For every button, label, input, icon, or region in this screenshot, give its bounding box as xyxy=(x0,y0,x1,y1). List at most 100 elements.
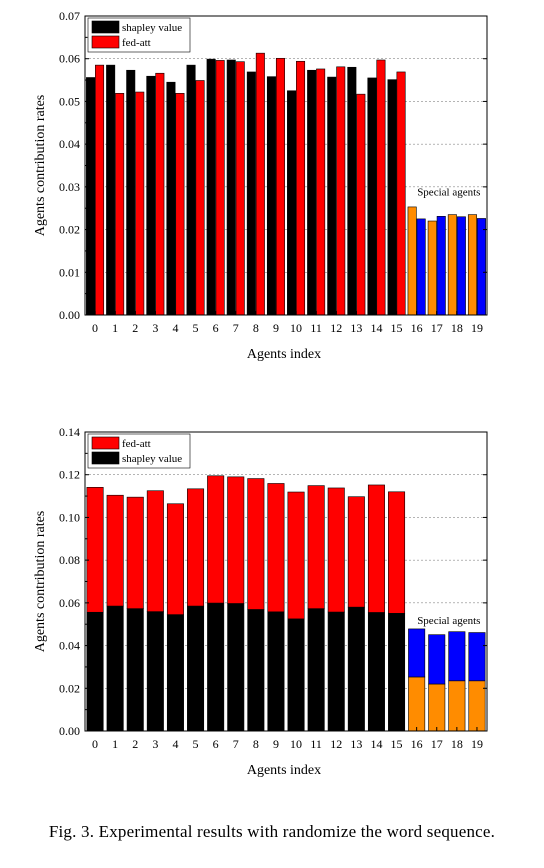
bottom-chart: 0.000.020.040.060.080.100.120.140 1 2 3 4 5 6 7… xyxy=(33,425,488,778)
bottom-bar-shapley xyxy=(86,611,104,732)
top-xtick-label: 0 xyxy=(92,321,98,335)
top-x-axis-title: Agents index xyxy=(247,347,321,362)
bottom-xtick-label: 16 xyxy=(411,737,423,751)
top-xtick-label: 12 xyxy=(330,321,342,335)
bottom-bar-shapley xyxy=(428,683,446,732)
bottom-bar-fed-att xyxy=(408,628,426,678)
top-bar-fed-att xyxy=(356,93,366,316)
top-bar-fed-att xyxy=(275,57,285,316)
top-ytick-label: 0.01 xyxy=(59,265,80,279)
top-bar-shapley xyxy=(467,214,477,316)
top-ytick-label: 0.03 xyxy=(59,180,80,194)
top-bar-shapley xyxy=(166,81,176,316)
bottom-legend-swatch xyxy=(91,451,120,465)
top-bar-shapley xyxy=(186,64,196,316)
bottom-bar-fed-att xyxy=(327,487,345,613)
bottom-xtick-label: 12 xyxy=(330,737,342,751)
bottom-ytick-label: 0.10 xyxy=(59,510,80,524)
top-bar-shapley xyxy=(447,214,457,316)
bottom-special-agents-annotation: Special agents xyxy=(417,615,480,627)
bottom-bar-fed-att xyxy=(146,490,164,612)
top-xtick-label: 17 xyxy=(431,321,443,335)
bottom-bar-shapley xyxy=(287,618,305,732)
bottom-xtick-label: 19 xyxy=(471,737,483,751)
top-legend-label: shapley value xyxy=(122,22,182,34)
top-chart: 0.000.010.020.030.040.050.060.070 1 2 3 4 5 6 7… xyxy=(33,9,488,362)
bottom-bar-shapley xyxy=(227,603,245,732)
bottom-xtick-label: 3 xyxy=(152,737,158,751)
bottom-bar-shapley xyxy=(347,606,365,732)
top-bar-fed-att xyxy=(195,80,205,316)
bottom-ytick-label: 0.00 xyxy=(59,724,80,738)
top-bar-shapley xyxy=(287,90,297,316)
top-bar-fed-att xyxy=(416,218,426,316)
bottom-xtick-label: 9 xyxy=(273,737,279,751)
top-special-agents-annotation: Special agents xyxy=(417,186,480,198)
top-bar-shapley xyxy=(226,59,236,316)
bottom-legend-label: fed-att xyxy=(122,438,151,450)
bottom-bar-fed-att xyxy=(367,484,385,613)
bottom-xtick-label: 11 xyxy=(310,737,322,751)
top-legend-swatch xyxy=(91,20,120,34)
top-xtick-label: 5 xyxy=(193,321,199,335)
bottom-bar-fed-att xyxy=(207,475,225,604)
bottom-y-axis-title: Agents contribution rates xyxy=(33,511,48,653)
bottom-bar-shapley xyxy=(327,611,345,732)
bottom-xtick-label: 14 xyxy=(370,737,382,751)
top-plot-frame xyxy=(84,15,488,316)
bottom-bar-shapley xyxy=(448,680,466,732)
top-bar-shapley xyxy=(246,71,256,316)
bottom-bar-fed-att xyxy=(106,494,124,607)
top-bar-shapley xyxy=(427,220,437,316)
top-bar-shapley xyxy=(86,77,96,316)
bottom-ytick-label: 0.12 xyxy=(59,468,80,482)
top-bar-fed-att xyxy=(396,71,406,316)
bottom-bar-fed-att xyxy=(86,487,104,613)
top-bar-fed-att xyxy=(175,93,185,316)
bottom-bar-fed-att xyxy=(307,485,325,609)
bottom-xtick-label: 8 xyxy=(253,737,259,751)
bottom-xtick-label: 18 xyxy=(451,737,463,751)
bottom-bar-fed-att xyxy=(227,476,245,604)
bottom-bar-shapley xyxy=(166,614,184,732)
bottom-bar-shapley xyxy=(367,612,385,732)
top-ytick-label: 0.00 xyxy=(59,308,80,322)
bottom-bar-fed-att xyxy=(287,491,305,620)
bottom-xtick-label: 6 xyxy=(213,737,219,751)
bottom-bar-fed-att xyxy=(166,503,184,615)
bottom-ytick-label: 0.06 xyxy=(59,596,80,610)
bottom-legend-label: shapley value xyxy=(122,453,182,465)
top-bar-shapley xyxy=(146,75,156,316)
top-xtick-label: 18 xyxy=(451,321,463,335)
bottom-bar-fed-att xyxy=(347,496,365,608)
top-xtick-label: 10 xyxy=(290,321,302,335)
bottom-bar-fed-att xyxy=(247,478,265,610)
bottom-bar-shapley xyxy=(187,605,205,732)
top-bar-shapley xyxy=(106,64,116,316)
bottom-bar-fed-att xyxy=(388,491,406,614)
top-xtick-label: 8 xyxy=(253,321,259,335)
bottom-bar-fed-att xyxy=(187,488,205,607)
bottom-ytick-label: 0.02 xyxy=(59,681,80,695)
top-bar-fed-att xyxy=(215,60,225,316)
bottom-xtick-label: 10 xyxy=(290,737,302,751)
top-bar-fed-att xyxy=(336,66,346,316)
bottom-bar-shapley xyxy=(468,680,486,732)
top-bar-shapley xyxy=(407,206,417,316)
bottom-x-axis-title: Agents index xyxy=(247,763,321,778)
bottom-bar-fed-att xyxy=(468,632,486,682)
bottom-bar-shapley xyxy=(146,611,164,732)
bottom-xtick-label: 5 xyxy=(193,737,199,751)
top-bar-fed-att xyxy=(155,72,165,316)
top-xtick-label: 1 xyxy=(112,321,118,335)
top-bar-fed-att xyxy=(135,91,145,316)
top-bar-fed-att xyxy=(376,59,386,316)
bottom-xtick-label: 2 xyxy=(132,737,138,751)
bottom-bar-shapley xyxy=(408,676,426,732)
top-bar-fed-att xyxy=(296,60,306,316)
bottom-ytick-label: 0.14 xyxy=(59,425,80,439)
top-xtick-label: 15 xyxy=(391,321,403,335)
bottom-xtick-label: 13 xyxy=(350,737,362,751)
top-bar-shapley xyxy=(126,69,136,316)
top-bar-fed-att xyxy=(476,218,486,316)
